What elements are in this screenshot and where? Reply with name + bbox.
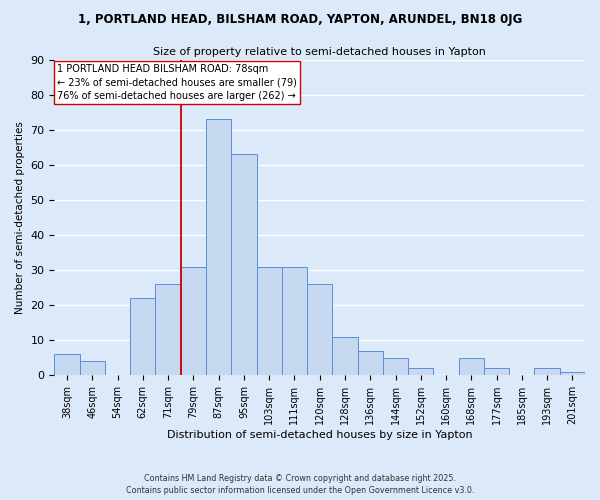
Bar <box>458 358 484 376</box>
Bar <box>332 337 358 376</box>
Bar <box>55 354 80 376</box>
Title: Size of property relative to semi-detached houses in Yapton: Size of property relative to semi-detach… <box>153 48 486 58</box>
Text: 1, PORTLAND HEAD, BILSHAM ROAD, YAPTON, ARUNDEL, BN18 0JG: 1, PORTLAND HEAD, BILSHAM ROAD, YAPTON, … <box>78 12 522 26</box>
X-axis label: Distribution of semi-detached houses by size in Yapton: Distribution of semi-detached houses by … <box>167 430 473 440</box>
Bar <box>383 358 408 376</box>
Bar <box>130 298 155 376</box>
Bar <box>282 266 307 376</box>
Bar <box>535 368 560 376</box>
Text: Contains HM Land Registry data © Crown copyright and database right 2025.
Contai: Contains HM Land Registry data © Crown c… <box>126 474 474 495</box>
Bar <box>408 368 433 376</box>
Bar <box>358 351 383 376</box>
Text: 1 PORTLAND HEAD BILSHAM ROAD: 78sqm
← 23% of semi-detached houses are smaller (7: 1 PORTLAND HEAD BILSHAM ROAD: 78sqm ← 23… <box>57 64 297 101</box>
Bar <box>484 368 509 376</box>
Bar <box>155 284 181 376</box>
Bar <box>257 266 282 376</box>
Bar <box>307 284 332 376</box>
Y-axis label: Number of semi-detached properties: Number of semi-detached properties <box>15 121 25 314</box>
Bar <box>206 120 231 376</box>
Bar <box>231 154 257 376</box>
Bar <box>560 372 585 376</box>
Bar <box>181 266 206 376</box>
Bar <box>80 362 105 376</box>
